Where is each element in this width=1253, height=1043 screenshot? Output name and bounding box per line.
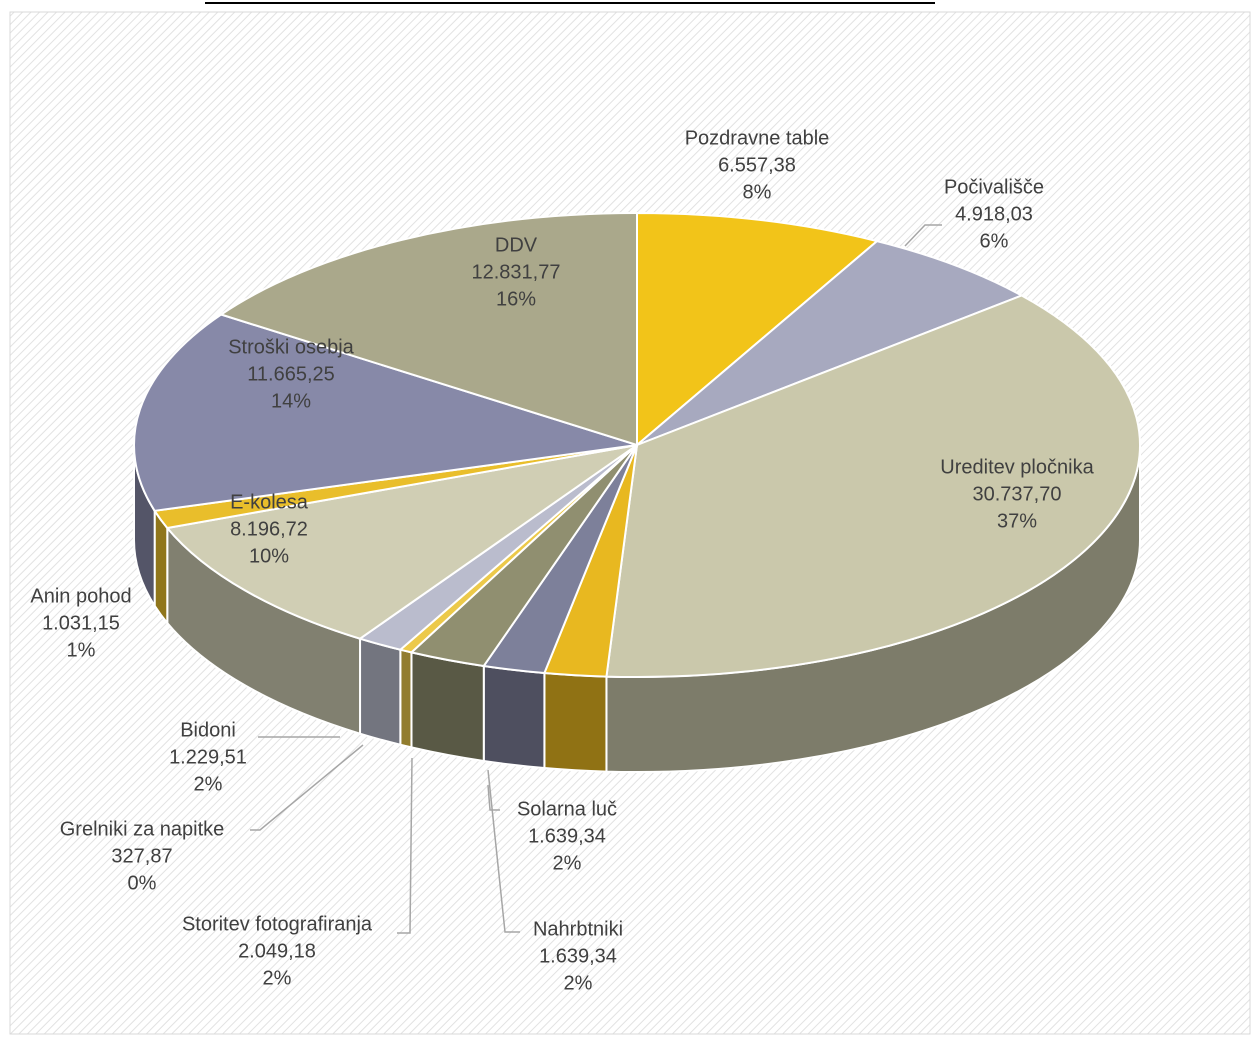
pie-slice [636,240,1025,446]
value-label: 1.639,34 [528,825,606,847]
value-label: 1.639,34 [539,945,617,967]
percentage-label: 10% [249,545,289,567]
category-label: Solarna luč [517,798,617,820]
category-label: Stroški osebja [228,336,354,358]
percentage-label: 2% [263,967,292,989]
percentage-label: 2% [194,773,223,795]
category-label: Bidoni [180,719,236,741]
percentage-label: 2% [553,852,582,874]
value-label: 11.665,25 [247,363,335,385]
data-labels: Pozdravne table 6.557,38 8% Počivališče 4.91… [30,127,1094,994]
leader-line [487,784,500,811]
value-label: 1.031,15 [42,612,120,634]
pie-slice-side [399,648,413,749]
value-label: 30.737,70 [973,483,1062,505]
pie-slice [133,313,638,512]
pie-slice-side [482,664,546,770]
value-label: 2.049,18 [238,940,316,962]
leader-line [250,744,364,831]
percentage-label: 37% [997,510,1037,532]
leader-line [904,224,942,247]
category-label: Grelniki za napitke [60,818,225,840]
pie-slice [218,211,638,447]
category-label: Storitev fotografiranja [182,913,373,935]
percentage-label: 1% [67,639,96,661]
value-label: 6.557,38 [718,154,796,176]
category-label: Počivališče [944,176,1044,198]
pie-slice-side [153,507,169,626]
category-label: Nahrbtniki [533,918,623,940]
percentage-label: 16% [496,288,536,310]
category-label: Ureditev pločnika [940,456,1094,478]
value-label: 4.918,03 [955,203,1033,225]
value-label: 1.229,51 [169,746,247,768]
percentage-label: 0% [128,872,157,894]
category-label: Anin pohod [30,585,131,607]
category-label: E-kolesa [230,491,309,513]
percentage-label: 8% [743,181,772,203]
leader-line [397,757,413,934]
category-label: DDV [495,234,538,256]
pie-slice-side [410,651,485,763]
pie-slice [165,444,638,640]
value-label: 12.831,77 [472,261,561,283]
leader-line [487,769,520,933]
value-label: 8.196,72 [230,518,308,540]
leader-lines [250,224,942,934]
percentage-label: 2% [564,972,593,994]
pie [133,211,1141,773]
percentage-label: 6% [980,230,1009,252]
value-label: 327,87 [111,845,172,867]
pie-slice [636,211,880,448]
pie-slice-side [543,671,608,773]
pie-slice [605,294,1141,678]
percentage-label: 14% [271,390,311,412]
category-label: Pozdravne table [685,127,830,149]
pie-slice-side [359,637,402,746]
